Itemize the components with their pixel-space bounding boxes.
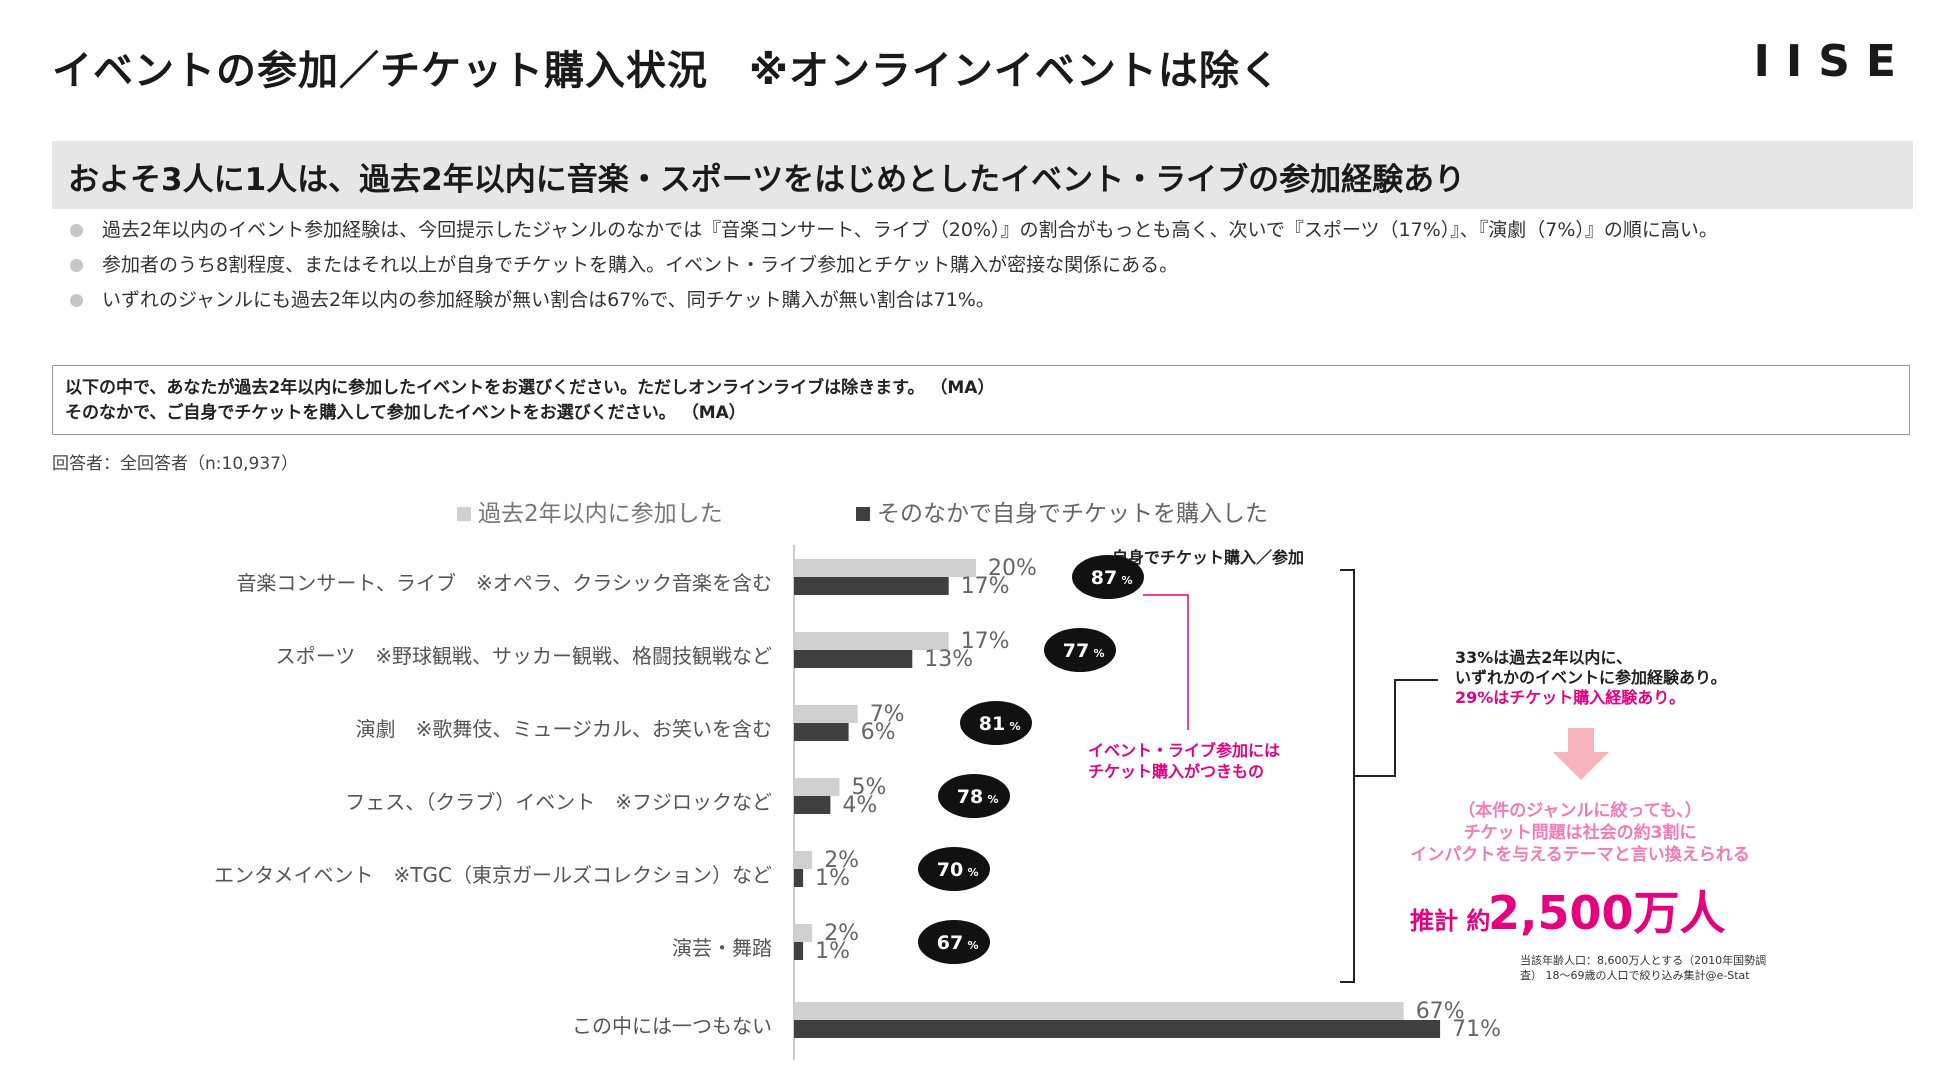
respondents-note: 回答者：全回答者（n:10,937） (52, 454, 298, 474)
ratio-value: 67 (937, 932, 963, 954)
category-label: 音楽コンサート、ライブ ※オペラ、クラシック音楽を含む (236, 571, 772, 595)
category-label: フェス、（クラブ）イベント ※フジロックなど (345, 790, 772, 814)
summary-line-2: いずれかのイベントに参加経験あり。 (1455, 668, 1727, 687)
bar-participated (794, 851, 813, 869)
ratio-badge (960, 701, 1032, 745)
legend-label-purchased: そのなかで自身でチケットを購入した (877, 501, 1268, 527)
value-label-purchased: 1% (815, 939, 850, 964)
value-label-participated: 5% (852, 775, 887, 800)
bar-purchased (794, 650, 913, 668)
bar-participated (794, 705, 858, 723)
ratio-value: 87 (1091, 567, 1117, 589)
value-label-participated: 67% (1416, 999, 1465, 1024)
ratio-percent-sign: % (1121, 574, 1132, 587)
ratio-badge (1044, 628, 1116, 672)
bullet-item: 過去2年以内のイベント参加経験は、今回提示したジャンルのなかでは『音楽コンサート… (70, 218, 1910, 242)
ratio-percent-sign: % (967, 866, 978, 879)
value-label-purchased: 6% (861, 720, 896, 745)
value-label-participated: 20% (988, 556, 1037, 581)
ratio-percent-sign: % (1093, 647, 1104, 660)
impact-line-1: （本件のジャンルに絞っても、） (1458, 800, 1701, 821)
ratio-badge (1072, 555, 1144, 599)
value-label-purchased: 71% (1452, 1017, 1501, 1042)
legend-label-participated: 過去2年以内に参加した (478, 501, 723, 527)
pink-note-line-1: イベント・ライブ参加には (1088, 741, 1280, 760)
value-label-participated: 2% (824, 848, 859, 873)
summary-line-pink: 29%はチケット購入経験あり。 (1455, 688, 1685, 707)
page-title: イベントの参加／チケット購入状況 ※オンラインイベントは除く (52, 48, 1281, 94)
ratio-percent-sign: % (987, 793, 998, 806)
headline-banner: およそ3人に1人は、過去2年以内に音楽・スポーツをはじめとしたイベント・ライブの… (52, 141, 1913, 209)
bullet-text: 過去2年以内のイベント参加経験は、今回提示したジャンルのなかでは『音楽コンサート… (102, 219, 1718, 241)
bullet-item: 参加者のうち8割程度、またはそれ以上が自身でチケットを購入。イベント・ライブ参加… (70, 253, 1910, 277)
headline-text: およそ3人に1人は、過去2年以内に音楽・スポーツをはじめとしたイベント・ライブの… (68, 162, 1466, 198)
bar-participated (794, 924, 813, 942)
bar-participated (794, 559, 976, 577)
summary-bullets: 過去2年以内のイベント参加経験は、今回提示したジャンルのなかでは『音楽コンサート… (70, 218, 1910, 323)
bullet-item: いずれのジャンルにも過去2年以内の参加経験が無い割合は67%で、同チケット購入が… (70, 288, 1910, 312)
ratio-percent-sign: % (1009, 720, 1020, 733)
ratio-value: 81 (979, 713, 1005, 735)
estimate-value: 2,500万人 (1488, 886, 1726, 940)
bar-purchased (794, 942, 804, 960)
bar-purchased (794, 577, 949, 595)
estimate-prefix: 推計 約 (1410, 907, 1490, 935)
bar-participated (794, 778, 840, 796)
impact-line-3: インパクトを与えるテーマと言い換えられる (1410, 844, 1750, 865)
legend-swatch-participated (457, 507, 471, 521)
value-label-purchased: 4% (842, 793, 877, 818)
impact-line-2: チケット問題は社会の約3割に (1464, 822, 1697, 843)
bar-purchased (794, 796, 831, 814)
category-label: この中には一つもない (572, 1014, 772, 1038)
bullet-dot-icon (70, 294, 83, 307)
bullet-dot-icon (70, 259, 83, 272)
question-box: 以下の中で、あなたが過去2年以内に参加したイベントをお選びください。ただしオンラ… (52, 365, 1910, 435)
bar-purchased (794, 723, 849, 741)
ratio-badges: 87 % 77 % 81 % 78 % 70 % 67% (918, 555, 1144, 964)
pink-note-line-2: チケット購入がつきもの (1088, 762, 1264, 781)
bar-participated (794, 632, 949, 650)
pink-connector-line (1143, 594, 1189, 730)
bullet-text: 参加者のうち8割程度、またはそれ以上が自身でチケットを購入。イベント・ライブ参加… (102, 254, 1179, 276)
value-label-participated: 2% (824, 921, 859, 946)
value-label-purchased: 17% (961, 574, 1010, 599)
summary-line-1: 33%は過去2年以内に、 (1455, 648, 1632, 667)
ratio-value: 77 (1063, 640, 1089, 662)
category-label: 演芸・舞踏 (672, 936, 772, 960)
value-label-purchased: 1% (815, 866, 850, 891)
value-label-purchased: 13% (924, 647, 973, 672)
ratio-value: 70 (937, 859, 963, 881)
ratio-value: 78 (957, 786, 983, 808)
footnote-line-2: 査） 18～69歳の人口で絞り込み集計@e-Stat (1520, 968, 1750, 982)
ratio-badge (938, 774, 1010, 818)
value-label-participated: 17% (961, 629, 1010, 654)
value-label-participated: 7% (870, 702, 905, 727)
summary-bracket (1340, 569, 1438, 983)
ratio-badge (918, 920, 990, 964)
footnote-line-1: 当該年齢人口：8,600万人とする（2010年国勢調 (1520, 953, 1766, 967)
down-arrow-icon (1553, 728, 1609, 780)
ratio-percent-sign: % (967, 939, 978, 952)
category-label: エンタメイベント ※TGC（東京ガールズコレクション）など (214, 863, 772, 887)
bar-purchased (794, 1020, 1441, 1038)
category-label: スポーツ ※野球観戦、サッカー観戦、格闘技観戦など (276, 644, 772, 668)
question-line-1: 以下の中で、あなたが過去2年以内に参加したイベントをお選びください。ただしオンラ… (65, 378, 995, 398)
legend-swatch-purchased (856, 507, 870, 521)
question-line-2: そのなかで、ご自身でチケットを購入して参加したイベントをお選びください。 （MA… (65, 403, 746, 423)
category-label: 演劇 ※歌舞伎、ミュージカル、お笑いを含む (356, 717, 772, 741)
bullet-dot-icon (70, 224, 83, 237)
bullet-text: いずれのジャンルにも過去2年以内の参加経験が無い割合は67%で、同チケット購入が… (102, 289, 995, 311)
ratio-badge (918, 847, 990, 891)
bar-purchased (794, 869, 804, 887)
bar-participated (794, 1002, 1404, 1020)
brand-logo: IISE (1753, 36, 1912, 87)
ratio-header: 自身でチケット購入／参加 (1112, 548, 1304, 567)
